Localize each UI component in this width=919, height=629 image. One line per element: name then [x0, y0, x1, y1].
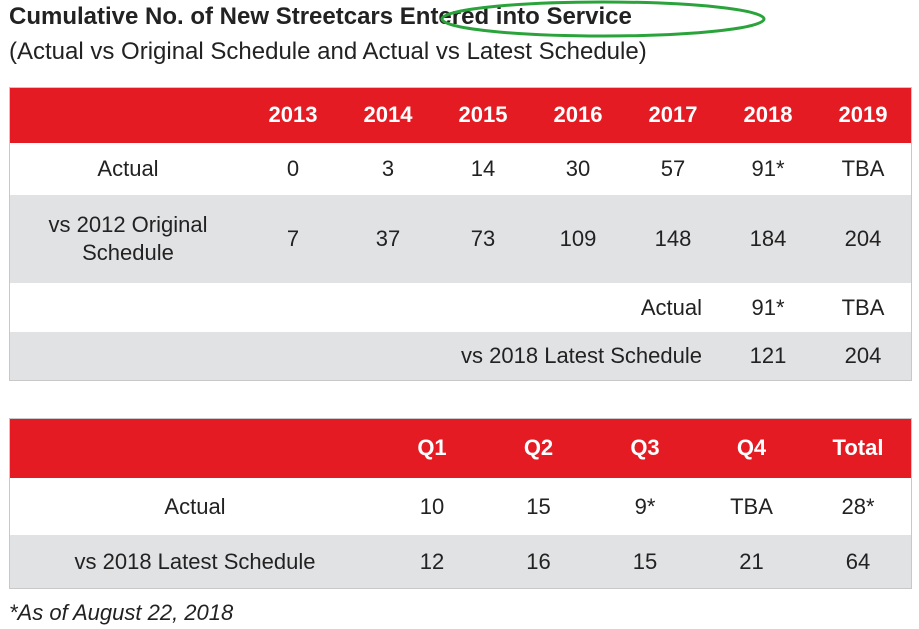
row-label: vs 2018 Latest Schedule [461, 343, 702, 368]
header-cell: Total [832, 435, 884, 460]
header-cell: Q4 [736, 435, 767, 460]
row-bg [9, 535, 912, 588]
row-label: vs 2012 Original Schedule [48, 212, 208, 265]
table-cell: 148 [654, 226, 692, 251]
header-cell: 2018 [743, 102, 793, 127]
table-cell: 10 [419, 493, 445, 519]
table-cell: 9* [634, 493, 656, 519]
table-cell: 109 [559, 226, 597, 251]
header-cell: 2014 [363, 102, 413, 127]
header-cell: Q3 [630, 435, 660, 460]
table-cell: 57 [660, 156, 686, 181]
table-cell: 3 [381, 156, 395, 181]
table-cell: 15 [526, 493, 551, 519]
header-cell: 2015 [458, 102, 508, 127]
header-cell: Q1 [417, 435, 447, 460]
table-cell: 73 [470, 226, 496, 251]
row-label: Actual [640, 294, 702, 320]
row-label: Actual [164, 493, 226, 519]
header-cell: 2019 [838, 102, 888, 127]
table-cell: 121 [749, 343, 787, 368]
table-cell: 7 [286, 226, 300, 251]
table-cell: 0 [286, 156, 300, 181]
footnote: *As of August 22, 2018 [9, 600, 234, 625]
table-frame [9, 87, 912, 381]
row-bg [9, 332, 912, 380]
row-label: Actual [97, 156, 159, 181]
table-header-bg [9, 87, 912, 143]
table-cell: TBA [841, 294, 885, 320]
table-cell: TBA [730, 493, 773, 519]
table-cell: 12 [419, 548, 445, 574]
table-cell: 204 [844, 343, 882, 368]
header-cell: 2013 [268, 102, 318, 127]
table-cell: 28* [841, 493, 875, 519]
table-cell: 21 [739, 548, 764, 574]
row-bg [9, 195, 912, 283]
header-cell: Q2 [523, 435, 554, 460]
table-cell: 30 [565, 156, 591, 181]
table-cell: TBA [841, 156, 885, 181]
subtitle: (Actual vs Original Schedule and Actual … [9, 38, 647, 65]
table-cell: 37 [375, 226, 401, 251]
table-cell: 204 [844, 226, 882, 251]
table-cell: 16 [526, 548, 551, 574]
header-cell: 2016 [553, 102, 603, 127]
table-cell: 184 [749, 226, 787, 251]
row-label: vs 2018 Latest Schedule [74, 548, 316, 574]
table-cell: 91* [751, 156, 785, 181]
table-cell: 64 [845, 548, 871, 574]
table-cell: 14 [470, 156, 496, 181]
header-cell: 2017 [648, 102, 698, 127]
table-header-bg [9, 418, 912, 478]
table-cell: 91* [751, 294, 785, 320]
table-frame [9, 418, 912, 589]
table-cell: 15 [632, 548, 658, 574]
title: Cumulative No. of New Streetcars Entered… [9, 3, 632, 30]
